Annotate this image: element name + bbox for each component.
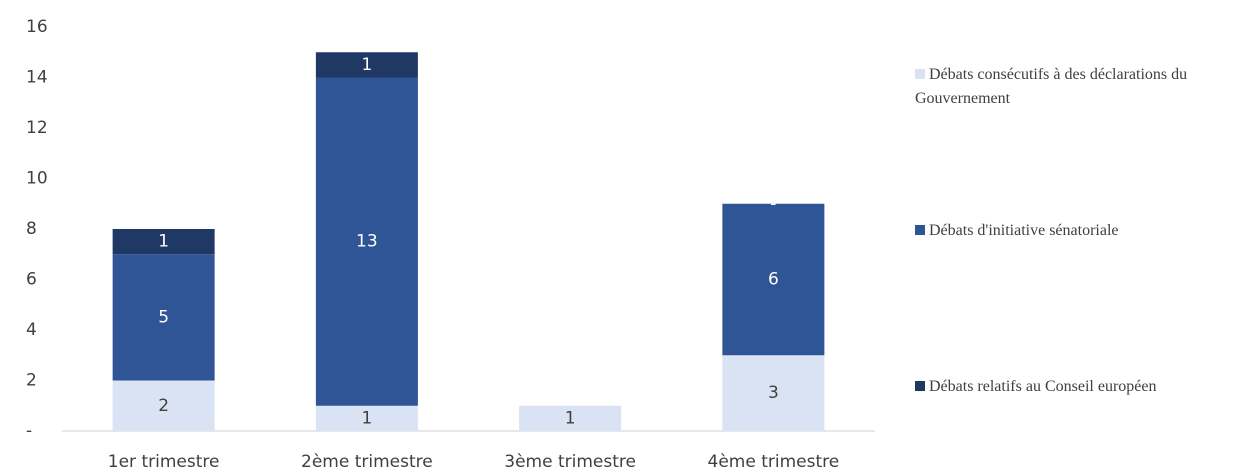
bar-segment: [519, 405, 622, 431]
x-tick-label: 3ème trimestre: [504, 452, 636, 472]
data-label: 1: [565, 408, 576, 428]
legend-label: Débats consécutifs à des déclarations du…: [915, 66, 1188, 107]
bar-segment: [112, 254, 215, 381]
y-tick-label: 16: [26, 17, 48, 37]
bar-segment: [722, 203, 825, 356]
bar-segment: [722, 355, 825, 431]
data-label: 1: [361, 408, 372, 428]
legend-swatch: [915, 225, 925, 235]
y-tick-label: 8: [26, 219, 37, 239]
y-tick-label: 10: [26, 169, 48, 189]
data-label: 3: [768, 383, 779, 403]
y-tick-label: 14: [26, 68, 48, 88]
legend-label: Débats d'initiative sénatoriale: [929, 222, 1119, 239]
y-tick-label: 12: [26, 118, 48, 138]
data-label: 5: [158, 307, 169, 327]
y-tick-label: 6: [26, 270, 37, 290]
bar-segment: [315, 52, 418, 78]
legend-swatch: [915, 381, 925, 391]
x-tick-label: 4ème trimestre: [708, 452, 840, 472]
data-label: 2: [158, 396, 169, 416]
legend-label: Débats relatifs au Conseil européen: [929, 378, 1157, 395]
bar-segment: [315, 405, 418, 431]
data-label: 13: [356, 232, 378, 252]
data-label: 1: [158, 232, 169, 252]
data-label: 6: [768, 270, 779, 290]
y-tick-label: -: [26, 421, 32, 441]
data-label: -: [770, 194, 776, 214]
bar-segment: [112, 380, 215, 431]
x-tick-label: 1er trimestre: [108, 452, 220, 472]
legend-item: Débats d'initiative sénatoriale: [915, 219, 1255, 243]
legend-item: Débats consécutifs à des déclarations du…: [915, 63, 1255, 111]
x-tick-label: 2ème trimestre: [301, 452, 433, 472]
y-tick-label: 4: [26, 320, 37, 340]
bar-segment: [112, 229, 215, 255]
data-label: 1: [361, 55, 372, 75]
y-tick-label: 2: [26, 371, 37, 391]
legend-item: Débats relatifs au Conseil européen: [915, 375, 1255, 399]
legend-swatch: [915, 69, 925, 79]
bar-segment: [315, 77, 418, 406]
